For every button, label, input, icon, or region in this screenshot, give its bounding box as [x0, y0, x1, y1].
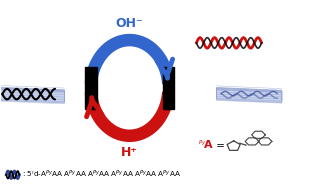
Polygon shape: [0, 88, 64, 102]
Text: H⁺: H⁺: [121, 146, 138, 159]
Polygon shape: [217, 89, 282, 102]
Text: A: A: [204, 140, 213, 150]
Text: : 5$'$d-A$^{Py}$AA A$^{Py}$AA A$^{Py}$AA A$^{Py}$AA A$^{Py}$AA A$^{Py}$AA: : 5$'$d-A$^{Py}$AA A$^{Py}$AA A$^{Py}$AA…: [22, 169, 181, 180]
Polygon shape: [0, 89, 64, 103]
Text: $^{Py}$: $^{Py}$: [198, 140, 207, 149]
Polygon shape: [217, 88, 282, 101]
Polygon shape: [0, 87, 64, 101]
Polygon shape: [217, 88, 282, 101]
Text: OH⁻: OH⁻: [116, 17, 144, 30]
Bar: [163, 67, 174, 108]
Text: =: =: [213, 141, 228, 150]
Bar: [85, 67, 97, 108]
